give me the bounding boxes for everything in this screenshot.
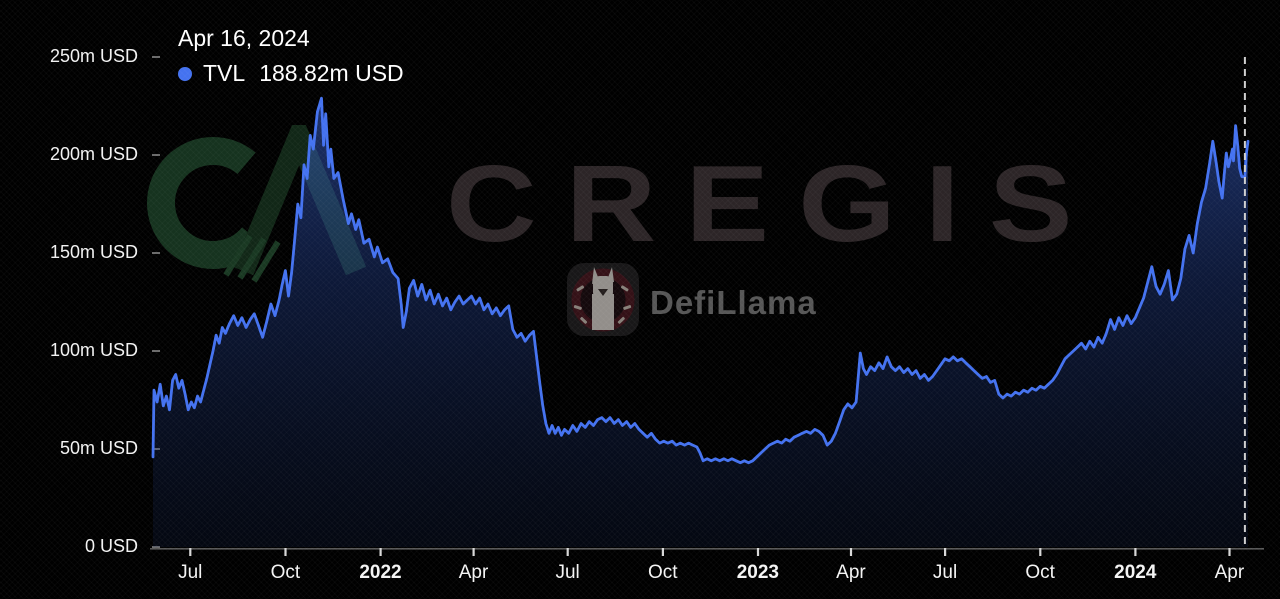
x-axis-line (150, 548, 1264, 550)
x-axis-ticks (189, 548, 1231, 556)
x-tick-mark (284, 548, 287, 556)
x-tick-mark (189, 548, 192, 556)
x-axis-label: 2023 (736, 562, 780, 583)
x-axis-label: Apr (836, 562, 866, 583)
x-tick-mark (566, 548, 569, 556)
x-tick-mark (1228, 548, 1231, 556)
x-axis-label: Jul (555, 562, 580, 583)
llama-head (592, 267, 614, 330)
tooltip-series-row: TVL 188.82m USD (178, 60, 404, 87)
x-tick-mark (849, 548, 853, 556)
x-axis-label: Jul (932, 562, 958, 583)
llama-nose (598, 289, 608, 296)
x-tick-mark (472, 548, 475, 556)
y-tick-mark (152, 56, 160, 58)
y-axis-label: 200m USD (49, 144, 138, 164)
chart-plot-area[interactable] (153, 57, 1248, 547)
x-axis-label: Oct (270, 562, 301, 583)
x-tick-mark (379, 548, 382, 556)
legend-dot-icon (178, 66, 192, 81)
y-axis-label: 100m USD (49, 340, 138, 360)
defillama-text-watermark: DefiLlama (650, 284, 817, 321)
gauge-ticks (573, 285, 632, 324)
y-tick-mark (152, 350, 160, 352)
x-tick-mark (661, 548, 664, 556)
tooltip-series-value: 188.82m USD (259, 60, 404, 87)
x-tick-mark (944, 548, 947, 556)
defillama-logo-icon (567, 263, 639, 336)
x-axis-label: 2022 (359, 562, 402, 583)
y-axis-label: 0 USD (84, 536, 138, 556)
y-axis-label: 150m USD (49, 242, 138, 262)
y-tick-mark (152, 154, 160, 156)
x-tick-mark (756, 548, 760, 556)
x-tick-mark (1134, 548, 1137, 556)
tvl-line (151, 96, 1250, 465)
x-axis-label: Apr (458, 562, 489, 583)
x-axis-label: Oct (647, 562, 678, 583)
cregis-logo-slashes (223, 234, 281, 283)
tooltip-date: Apr 16, 2024 (178, 25, 310, 51)
chart-tooltip: Apr 16, 2024 TVL 188.82m USD (178, 25, 404, 87)
y-axis-label: 50m USD (59, 438, 138, 458)
tvl-area-fill (153, 98, 1248, 547)
x-axis-label: Apr (1214, 562, 1245, 583)
y-axis-label: 250m USD (49, 46, 138, 66)
x-axis-label: Jul (178, 562, 203, 583)
cregis-text-watermark: CREGIS (446, 143, 1102, 265)
tooltip-series-label: TVL (203, 60, 246, 87)
x-axis-label: 2024 (1114, 562, 1157, 583)
y-tick-mark (152, 252, 160, 254)
x-tick-mark (1039, 548, 1042, 556)
x-axis-label: Oct (1025, 562, 1055, 583)
